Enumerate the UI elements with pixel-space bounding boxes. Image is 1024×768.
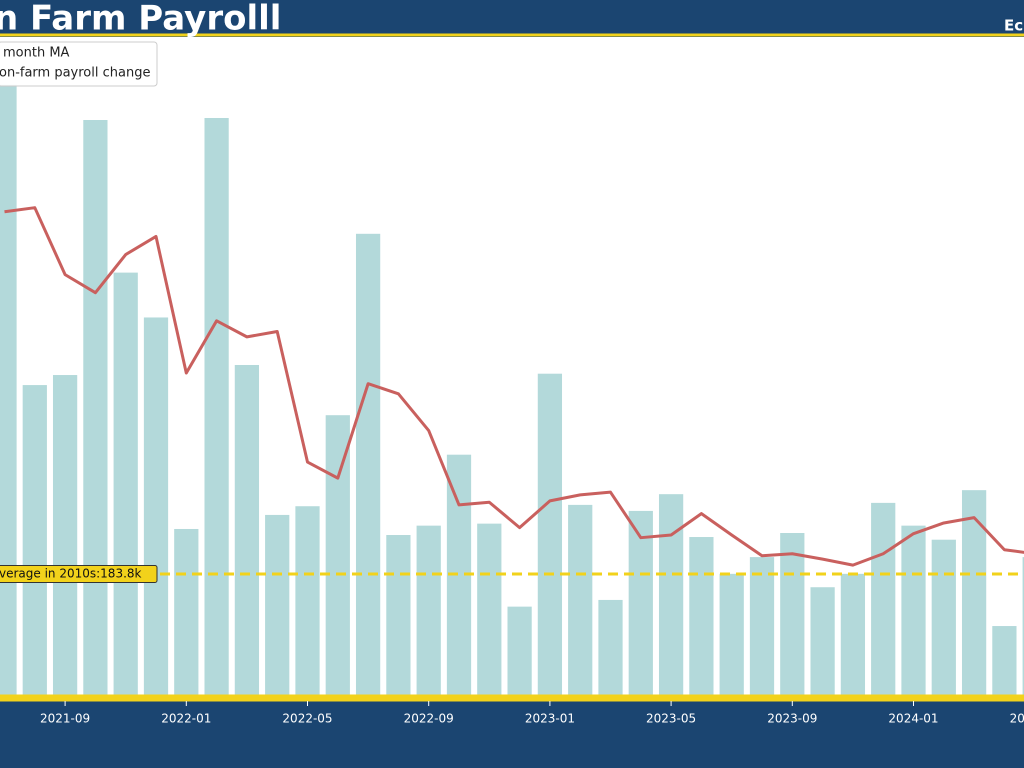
bar	[810, 587, 835, 697]
bar	[719, 573, 744, 697]
bar	[901, 525, 926, 697]
x-tick-label: 2023-01	[525, 712, 575, 726]
bar	[689, 537, 714, 697]
legend-label: on-farm payroll change	[0, 66, 150, 81]
x-tick-label: 2022-09	[404, 712, 454, 726]
bar	[1022, 557, 1024, 697]
bar	[52, 375, 78, 697]
bar	[355, 233, 381, 697]
x-tick-label: 2021-09	[40, 712, 90, 726]
legend	[0, 41, 158, 87]
bar	[416, 525, 441, 697]
x-tick-label: 2022-05	[282, 712, 332, 726]
bar	[840, 573, 866, 697]
bar	[83, 120, 108, 698]
bar	[992, 626, 1017, 697]
bar	[174, 528, 199, 697]
bar	[113, 272, 138, 697]
x-tick-label: 2024-05	[1010, 712, 1024, 726]
bar	[386, 535, 411, 697]
bar	[931, 539, 956, 697]
bar	[507, 606, 532, 697]
bar	[537, 373, 563, 697]
bar	[0, 84, 17, 698]
x-tick-label: 2024-01	[888, 712, 938, 726]
bar	[780, 533, 805, 697]
legend-label: month MA	[3, 46, 70, 61]
bar	[628, 510, 653, 697]
bar	[658, 494, 684, 697]
bar	[446, 454, 472, 697]
ma-line	[4, 206, 1024, 567]
bar	[22, 385, 47, 697]
x-tick-label: 2023-05	[646, 712, 696, 726]
annotation-box	[0, 564, 158, 583]
bar	[234, 364, 260, 697]
bar	[961, 490, 987, 697]
bar	[204, 117, 229, 698]
bar	[325, 415, 350, 697]
bar	[143, 317, 169, 697]
x-tick-label: 2022-01	[161, 712, 211, 726]
chart-title: n Farm Payrolll	[0, 0, 281, 39]
bar	[598, 599, 623, 697]
bar	[871, 502, 896, 697]
bar	[295, 506, 320, 697]
marks	[0, 84, 1024, 698]
x-tick-label: 2023-09	[767, 712, 817, 726]
bar	[265, 514, 290, 697]
bar	[568, 504, 593, 697]
brand-text: Ec	[1004, 17, 1023, 35]
annotation-text: verage in 2010s:183.8k	[0, 566, 142, 580]
bar	[477, 523, 502, 697]
bar	[749, 557, 775, 697]
